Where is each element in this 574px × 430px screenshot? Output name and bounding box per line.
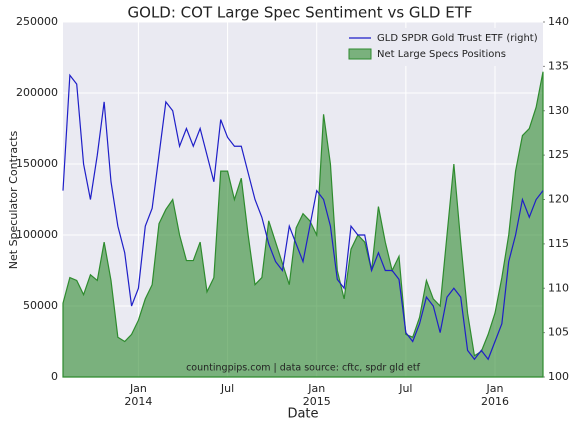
y2-tick-label: 135 [548,59,569,72]
line [62,73,544,361]
y2-tick-label: 115 [548,237,569,250]
y2-tick-label: 125 [548,148,569,161]
y-tick-label: 150000 [16,157,58,170]
y2-tick-label: 105 [548,326,569,339]
legend-box [343,28,538,66]
y2-tick-label: 120 [548,193,569,206]
x-tick-label: Jan 2014 [124,382,153,408]
chart-title: GOLD: COT Large Spec Sentiment vs GLD ET… [128,4,473,22]
y-tick-label: 200000 [16,86,58,99]
annotation: countingpips.com | data source: cftc, sp… [186,363,420,374]
y-tick-label: 50000 [23,299,58,312]
y-tick-label: 0 [51,370,58,383]
y-axis-label: Net Speculator Contracts [7,130,20,269]
legend-label: Net Large Specs Positions [377,49,506,60]
y2-tick-label: 110 [548,281,569,294]
legend-swatch [348,48,372,60]
y2-tick-label: 140 [548,15,569,28]
y2-tick-label: 130 [548,104,569,117]
x-tick-label: Jul [220,382,235,395]
x-tick-label: Jan 2015 [302,382,331,408]
x-tick-label: Jul [399,382,413,395]
y2-tick-label: 100 [548,370,569,383]
area [62,71,544,378]
x-tick-label: Jan 2016 [481,382,509,408]
x-axis-label: Date [287,407,318,422]
y-tick-label: 100000 [16,228,58,241]
y-tick-label: 250000 [16,15,58,28]
legend-label: GLD SPDR Gold Trust ETF (right) [377,33,538,44]
